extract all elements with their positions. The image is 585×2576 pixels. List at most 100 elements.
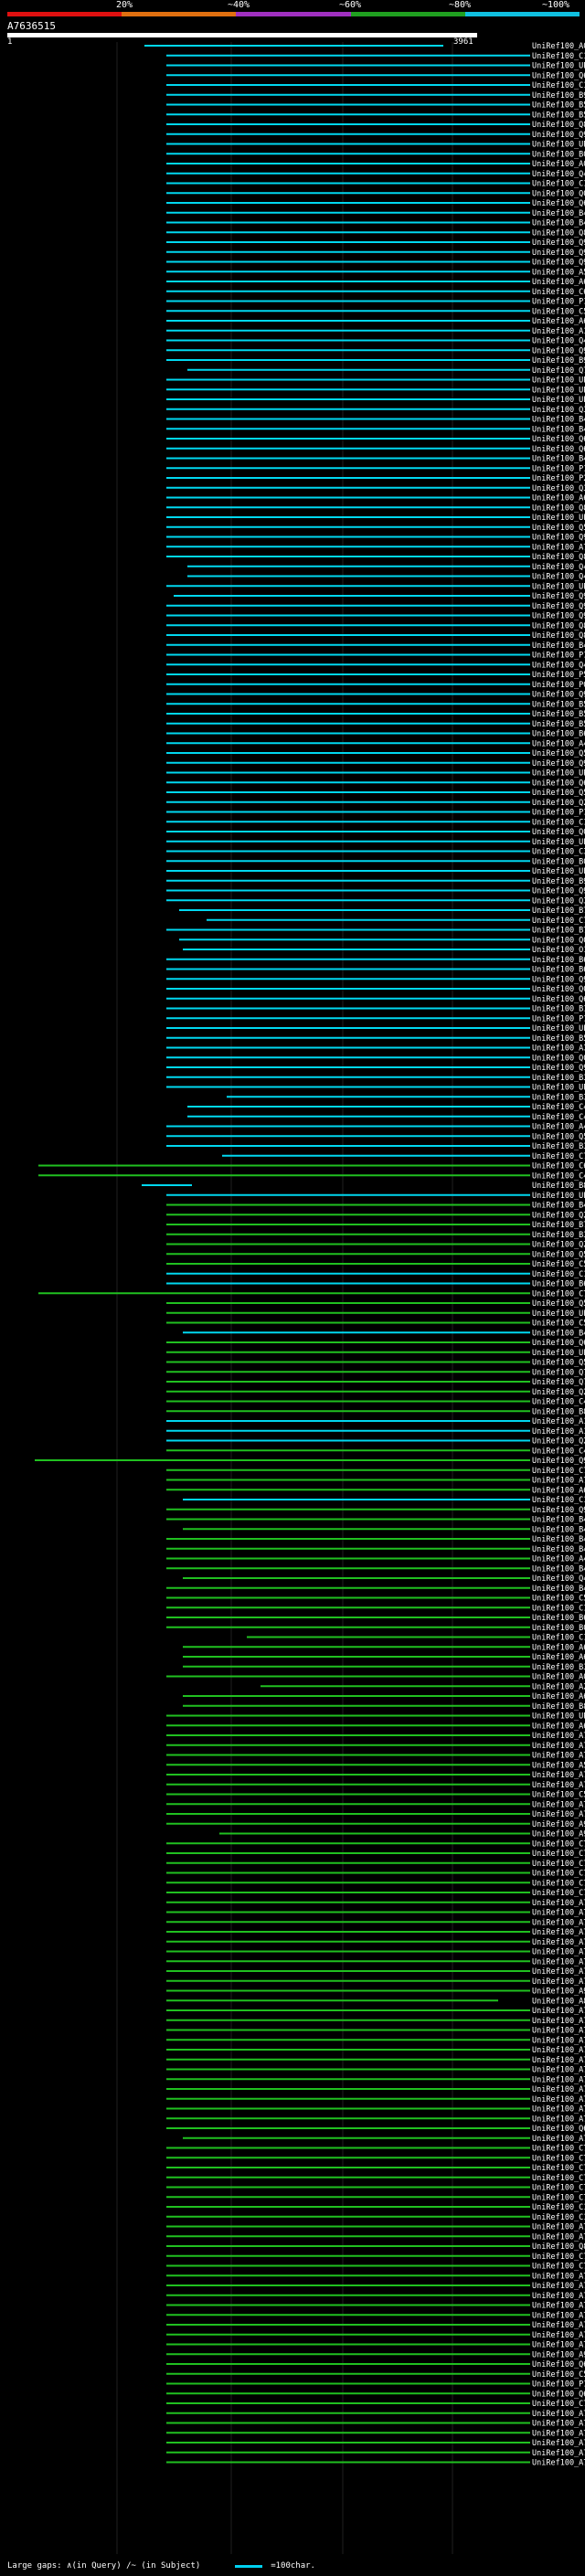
hit-row[interactable]: UniRef100_A0P194 — [166, 1673, 585, 1682]
hit-row[interactable]: UniRef100_C5QC75 — [166, 1260, 585, 1269]
hit-row[interactable]: UniRef100_Q9C2D6 — [166, 602, 585, 611]
hit-row[interactable]: UniRef100_C4WS02 — [187, 1113, 585, 1122]
hit-label[interactable]: UniRef100_B0DNZ4 — [532, 1624, 585, 1633]
hit-label[interactable]: UniRef100_A7YVE0 — [532, 2075, 585, 2084]
hit-row[interactable]: UniRef100_Q4RUY5 — [166, 170, 585, 179]
hit-label[interactable]: UniRef100_C7S642 — [532, 2263, 585, 2272]
hit-row[interactable]: UniRef100_Q28ZI4 — [166, 799, 585, 808]
hit-label[interactable]: UniRef100_A7YVA0 — [532, 2105, 585, 2115]
hit-label[interactable]: UniRef100_A7YVK4 — [532, 2046, 585, 2055]
hit-row[interactable]: UniRef100_C7S640 — [166, 1889, 585, 1898]
hit-label[interactable]: UniRef100_B4KIB6 — [532, 1564, 585, 1574]
hit-label[interactable]: UniRef100_A7YVB1 — [532, 2449, 585, 2458]
hit-label[interactable]: UniRef100_UP1000.. — [532, 769, 585, 779]
hit-row[interactable]: UniRef100_B4KQD3 — [166, 1585, 585, 1594]
hit-label[interactable]: UniRef100_Q8MYW4 — [532, 553, 585, 562]
hit-row[interactable]: UniRef100_Q6XIR5 — [166, 779, 585, 788]
hit-label[interactable]: UniRef100_A7YVX3 — [532, 1752, 585, 1761]
hit-label[interactable]: UniRef100_C1BR75 — [532, 52, 585, 61]
hit-row[interactable]: UniRef100_B8MH15 — [183, 1702, 585, 1712]
hit-row[interactable]: UniRef100_Q43266 — [166, 661, 585, 670]
hit-row[interactable]: UniRef100_A4HN64 — [166, 739, 585, 748]
hit-row[interactable]: UniRef100_A7YVX7 — [166, 1742, 585, 1751]
hit-row[interactable]: UniRef100_Q9W644 — [166, 239, 585, 248]
hit-row[interactable]: UniRef100_Q4P3B0 — [183, 1574, 585, 1584]
hit-row[interactable]: UniRef100_C7YKH6 — [166, 1467, 585, 1476]
hit-row[interactable]: UniRef100_Q43124 — [166, 337, 585, 346]
hit-label[interactable]: UniRef100_C7S659 — [532, 2253, 585, 2262]
hit-label[interactable]: UniRef100_A6R1U4 — [532, 1486, 585, 1495]
hit-row[interactable]: UniRef100_A7YVD5 — [166, 1928, 585, 1937]
hit-row[interactable]: UniRef100_Q54K47 — [166, 1250, 585, 1259]
hit-label[interactable]: UniRef100_A0P175 — [532, 160, 585, 169]
hit-row[interactable]: UniRef100_UP1000.. — [166, 1084, 585, 1093]
hit-row[interactable]: UniRef100_C7S659 — [166, 2253, 585, 2262]
hit-row[interactable]: UniRef100_C1GDZ8 — [166, 1270, 585, 1279]
hit-label[interactable]: UniRef100_P17917 — [532, 809, 585, 818]
hit-row[interactable]: UniRef100_B3NL46 — [166, 1231, 585, 1240]
hit-label[interactable]: UniRef100_Q0V3B0 — [532, 828, 585, 837]
hit-label[interactable]: UniRef100_B4PBI8 — [532, 1202, 585, 1211]
hit-row[interactable]: UniRef100_Q8AW86 — [166, 121, 585, 130]
hit-label[interactable]: UniRef100_A5XXH1 — [532, 1761, 585, 1770]
hit-label[interactable]: UniRef100_C5LYS1 — [532, 307, 585, 316]
hit-row[interactable]: UniRef100_Q8CFD7 — [166, 504, 585, 513]
hit-label[interactable]: UniRef100_A7YVE4 — [532, 2066, 585, 2075]
hit-label[interactable]: UniRef100_B4K5Z8 — [532, 416, 585, 425]
hit-row[interactable]: UniRef100_Q9FTP1 — [166, 131, 585, 140]
hit-row[interactable]: UniRef100_Q0V265 — [179, 936, 585, 945]
hit-label[interactable]: UniRef100_A7YVX7 — [532, 1742, 585, 1751]
hit-row[interactable]: UniRef100_B0Z079 — [166, 150, 585, 159]
hit-row[interactable]: UniRef100_A4RZ17 — [166, 1123, 585, 1132]
hit-label[interactable]: UniRef100_Q6Q8K0 — [532, 2125, 585, 2134]
hit-label[interactable]: UniRef100_B4NBH4 — [532, 1525, 585, 1534]
hit-row[interactable]: UniRef100_Q9H7Q7 — [166, 259, 585, 268]
hit-row[interactable]: UniRef100_A7YVA9 — [166, 2115, 585, 2124]
hit-label[interactable]: UniRef100_Q9Y6Q9 — [532, 1064, 585, 1073]
hit-row[interactable]: UniRef100_UP1000.. — [166, 1712, 585, 1722]
hit-label[interactable]: UniRef100_A7YVC4 — [532, 1977, 585, 1987]
hit-row[interactable]: UniRef100_C7S641 — [166, 1879, 585, 1888]
hit-row[interactable]: UniRef100_B6K638 — [166, 966, 585, 975]
hit-label[interactable]: UniRef100_B3GNE7 — [532, 1093, 585, 1102]
hit-row[interactable]: UniRef100_UP1000.. — [166, 769, 585, 779]
hit-label[interactable]: UniRef100_Q4PKD8 — [532, 563, 585, 572]
hit-label[interactable]: UniRef100_A7YVX2 — [532, 1781, 585, 1790]
hit-label[interactable]: UniRef100_A7YVL0 — [532, 2017, 585, 2026]
hit-row[interactable]: UniRef100_B6S374 — [166, 730, 585, 739]
hit-row[interactable]: UniRef100_A7YVL2 — [166, 1771, 585, 1780]
hit-label[interactable]: UniRef100_Q6Q293 — [532, 71, 585, 80]
hit-row[interactable]: UniRef100_A7YVB4 — [166, 2321, 585, 2330]
hit-row[interactable]: UniRef100_A7YVC9 — [166, 1957, 585, 1966]
hit-label[interactable]: UniRef100_A6Z0S0 — [532, 317, 585, 326]
hit-label[interactable]: UniRef100_C3ZRF2 — [532, 848, 585, 857]
hit-label[interactable]: UniRef100_C1Q969 — [532, 1604, 585, 1613]
hit-row[interactable]: UniRef100_Q8HXQ1 — [166, 621, 585, 631]
hit-label[interactable]: UniRef100_A7YVH0 — [532, 2135, 585, 2144]
hit-label[interactable]: UniRef100_UP1000.. — [532, 1084, 585, 1093]
hit-label[interactable]: UniRef100_Q7Z358 — [532, 366, 585, 376]
hit-row[interactable]: UniRef100_Q33CE7 — [166, 896, 585, 906]
hit-row[interactable]: UniRef100_C5LYS1 — [166, 307, 585, 316]
hit-label[interactable]: UniRef100_A7YVE5 — [532, 2420, 585, 2429]
hit-row[interactable]: UniRef100_C5SI11 — [166, 1791, 585, 1800]
hit-row[interactable]: UniRef100_A9Q6C2 — [166, 2350, 585, 2359]
hit-row[interactable]: UniRef100_B4I5Y7 — [166, 1545, 585, 1554]
hit-label[interactable]: UniRef100_Q5KTW7 — [532, 1359, 585, 1368]
hit-label[interactable]: UniRef100_B4DUK2 — [532, 455, 585, 464]
hit-label[interactable]: UniRef100_Q01893 — [532, 985, 585, 994]
hit-label[interactable]: UniRef100_Q9MAY3 — [532, 887, 585, 896]
hit-label[interactable]: UniRef100_Q54K47 — [532, 1250, 585, 1259]
hit-label[interactable]: UniRef100_A9V1S7 — [532, 1820, 585, 1829]
hit-row[interactable]: UniRef100_Q6EI10 — [166, 2360, 585, 2369]
hit-label[interactable]: UniRef100_B0WPF0 — [532, 857, 585, 866]
hit-label[interactable]: UniRef100_Q8AW86 — [532, 121, 585, 130]
hit-label[interactable]: UniRef100_P10248 — [532, 1014, 585, 1023]
hit-row[interactable]: UniRef100_A7YVB4 — [166, 2459, 585, 2468]
hit-label[interactable]: UniRef100_Q4P3B0 — [532, 1574, 585, 1584]
hit-row[interactable]: UniRef100_Q9V1T0 — [166, 1506, 585, 1515]
hit-label[interactable]: UniRef100_A7YVX1 — [532, 1810, 585, 1819]
hit-label[interactable]: UniRef100_UP1000.. — [532, 1024, 585, 1034]
hit-label[interactable]: UniRef100_A7YVB3 — [532, 2331, 585, 2340]
hit-label[interactable]: UniRef100_Q6F1P0 — [532, 435, 585, 444]
